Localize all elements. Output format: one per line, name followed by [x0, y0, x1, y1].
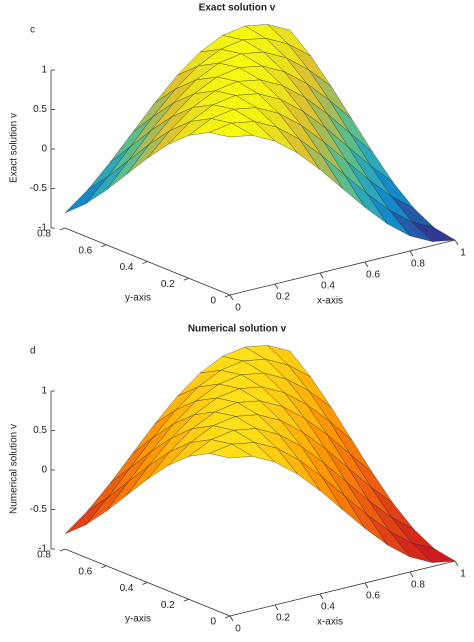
surface-patch [64, 176, 109, 214]
y-tick [142, 261, 148, 264]
surface [64, 23, 456, 243]
x-axis [229, 239, 456, 296]
y-tick-label: 0.2 [161, 600, 175, 611]
y-tick-label: 0.6 [78, 566, 92, 577]
x-tick [364, 261, 369, 268]
x-tick-label: 0 [235, 303, 241, 314]
x-tick-label: 1 [460, 248, 466, 259]
x-tick [274, 283, 279, 290]
y-tick [183, 598, 189, 602]
y-tick [142, 582, 148, 585]
x-tick [229, 615, 234, 622]
surface [64, 344, 456, 564]
chart-title: Exact solution v [199, 3, 276, 14]
x-axis-label: x-axis [317, 617, 343, 628]
z-tick-label: 1 [41, 65, 47, 76]
y-tick-label: 0.8 [37, 229, 51, 240]
x-tick [364, 582, 369, 589]
x-tick [319, 272, 324, 279]
z-tick-label: 0.5 [33, 425, 47, 436]
y-tick-label: 0.6 [78, 245, 92, 256]
x-tick [454, 239, 459, 246]
x-tick-label: 0 [235, 624, 241, 635]
y-tick-label: 0.4 [120, 262, 134, 273]
x-tick [409, 571, 414, 578]
y-axis-label: y-axis [125, 614, 151, 625]
surface-patch [208, 122, 254, 138]
y-tick [59, 227, 66, 231]
x-tick-label: 0.8 [411, 580, 425, 591]
x-axis-label: x-axis [317, 296, 343, 307]
y-tick [224, 615, 231, 619]
x-tick-label: 1 [460, 569, 466, 580]
x-tick [319, 593, 324, 600]
surface-patch [208, 443, 254, 459]
x-tick-label: 0.4 [321, 602, 335, 613]
panel: Numerical solution v d 0 0.2 0.4 0.6 0.8 1 0 0.2 0… [9, 324, 467, 635]
z-tick-label: 0.5 [33, 104, 47, 115]
y-tick-label: 0 [210, 296, 216, 307]
z-axis-label: Exact solution v [9, 113, 20, 183]
x-tick-label: 0.8 [411, 259, 425, 270]
z-tick-label: -1 [38, 223, 47, 234]
z-tick-label: 0 [41, 144, 47, 155]
z-tick-label: 1 [41, 386, 47, 397]
x-tick-label: 0.6 [366, 591, 380, 602]
surface-patch [64, 497, 109, 535]
x-tick-label: 0.2 [276, 292, 290, 303]
x-tick-label: 0.2 [276, 613, 290, 624]
y-tick [101, 244, 107, 248]
z-axis-label: Numerical solution v [9, 424, 20, 514]
z-tick-label: -1 [38, 544, 47, 555]
panel-label: c [30, 25, 35, 36]
x-tick [229, 294, 234, 301]
z-tick-label: -0.5 [30, 504, 48, 515]
y-tick [224, 294, 231, 298]
y-tick-label: 0 [210, 617, 216, 628]
x-tick-label: 0.6 [366, 270, 380, 281]
panel: Exact solution v c 0 0.2 0.4 0.6 0.8 1 0 0.2 0.4 0.… [9, 3, 467, 314]
y-tick [59, 548, 66, 552]
z-tick-label: -0.5 [30, 183, 48, 194]
z-tick-label: 0 [41, 465, 47, 476]
x-tick [274, 604, 279, 611]
y-tick-label: 0.2 [161, 279, 175, 290]
y-tick-label: 0.4 [120, 583, 134, 594]
x-tick-label: 0.4 [321, 281, 335, 292]
x-tick [409, 250, 414, 257]
y-tick [183, 277, 189, 281]
panel-label: d [30, 346, 36, 357]
x-tick [454, 560, 459, 567]
y-tick-label: 0.8 [37, 550, 51, 561]
chart-title: Numerical solution v [188, 324, 287, 335]
x-axis [229, 560, 456, 617]
y-tick [101, 565, 107, 569]
y-axis-label: y-axis [125, 293, 151, 304]
